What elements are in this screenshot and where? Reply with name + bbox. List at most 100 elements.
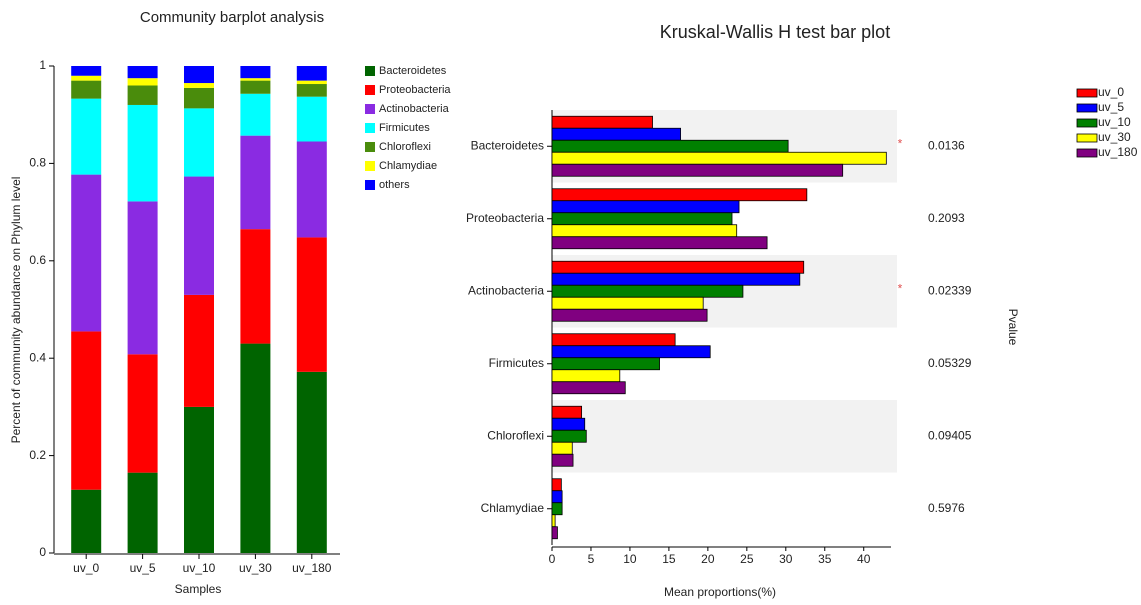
bar-segment <box>184 66 214 84</box>
x-tick-label: uv_0 <box>73 561 99 575</box>
bar-segment <box>71 66 102 76</box>
bar-segment <box>296 84 327 97</box>
bar <box>551 453 574 467</box>
x-tick-label: uv_180 <box>292 561 332 575</box>
bar <box>551 502 563 516</box>
chart-title: Community barplot analysis <box>140 9 324 26</box>
legend-swatch <box>1076 148 1098 158</box>
bar-segment <box>296 96 327 142</box>
bar <box>551 441 573 455</box>
legend-label: uv_180 <box>1098 145 1138 159</box>
bar-segment <box>296 237 327 372</box>
bar <box>551 381 626 395</box>
bar <box>551 151 887 165</box>
y-tick-label: 0 <box>39 545 46 559</box>
legend-label: Bacteroidetes <box>379 65 447 77</box>
bar-segment <box>127 85 158 105</box>
x-tick-label: 30 <box>779 552 793 566</box>
bar <box>551 115 653 129</box>
y-axis-label: Percent of community abundance on Phylum… <box>9 177 23 444</box>
bar <box>551 417 586 431</box>
bar-segment <box>127 66 158 79</box>
p-value: 0.2093 <box>928 211 965 225</box>
x-tick-label: 25 <box>740 552 754 566</box>
legend-swatch <box>365 104 375 114</box>
x-tick-label: uv_10 <box>183 561 216 575</box>
y-tick-label: 1 <box>39 58 46 72</box>
bar-segment <box>240 93 271 136</box>
bar <box>551 514 556 528</box>
legend-swatch <box>365 180 375 190</box>
bar-segment <box>240 66 271 79</box>
legend-swatch <box>1076 133 1098 143</box>
legend-swatch <box>365 142 375 152</box>
legend-swatch <box>365 85 375 95</box>
bar-segment <box>184 294 214 407</box>
legend-swatch <box>365 161 375 171</box>
bar <box>551 224 738 238</box>
bar-segment <box>71 75 102 81</box>
legend-label: uv_0 <box>1098 85 1124 99</box>
bar-segment <box>296 371 327 553</box>
bar-segment <box>240 78 271 81</box>
significance-mark: * <box>898 136 903 150</box>
legend-label: others <box>379 179 410 191</box>
bar-segment <box>240 343 271 553</box>
bar-segment <box>184 176 214 295</box>
legend-label: Proteobacteria <box>379 84 451 96</box>
legend-swatch <box>1076 103 1098 113</box>
y-tick-label: Chloroflexi <box>487 428 544 442</box>
bar <box>551 284 744 298</box>
bar <box>551 139 789 153</box>
x-axis-label: Mean proportions(%) <box>664 585 776 599</box>
x-tick-label: uv_5 <box>130 561 156 575</box>
p-value: 0.5976 <box>928 501 965 515</box>
y-tick-label: 0.6 <box>29 253 46 267</box>
bar-segment <box>296 66 327 81</box>
bar-segment <box>127 354 158 473</box>
y-tick-label: Proteobacteria <box>466 211 544 225</box>
x-tick-label: 40 <box>857 552 871 566</box>
y-tick-label: Actinobacteria <box>468 283 544 297</box>
y-tick-label: 0.4 <box>29 350 46 364</box>
bar <box>551 478 562 492</box>
row-band <box>552 400 897 473</box>
bar <box>551 296 704 310</box>
bar <box>551 260 805 274</box>
bar-segment <box>127 104 158 202</box>
x-tick-label: 20 <box>701 552 715 566</box>
bar-segment <box>184 406 214 553</box>
y-tick-label: Firmicutes <box>489 356 544 370</box>
y-tick-label: 0.2 <box>29 448 46 462</box>
y-tick-label: 0.8 <box>29 156 46 170</box>
legend-swatch <box>365 123 375 133</box>
x-tick-label: 15 <box>662 552 676 566</box>
x-tick-label: 5 <box>588 552 595 566</box>
bar <box>551 490 563 504</box>
bar <box>551 127 681 141</box>
y-tick-label: Bacteroidetes <box>471 138 544 152</box>
p-value: 0.02339 <box>928 283 972 297</box>
bar-segment <box>127 201 158 355</box>
bar <box>551 272 801 286</box>
legend-label: uv_30 <box>1098 130 1131 144</box>
legend-swatch <box>365 66 375 76</box>
bar-segment <box>240 229 271 344</box>
significance-mark: * <box>898 281 903 295</box>
bar-segment <box>127 78 158 86</box>
bar-segment <box>71 98 102 175</box>
bar <box>551 405 583 419</box>
bar <box>551 369 621 383</box>
bar <box>551 357 660 371</box>
bar <box>551 526 558 540</box>
bar-segment <box>71 174 102 332</box>
bar <box>551 236 768 250</box>
bar-segment <box>184 87 214 109</box>
x-axis-label: Samples <box>175 582 222 596</box>
p-value: 0.0136 <box>928 138 965 152</box>
legend-swatch <box>1076 88 1098 98</box>
bar <box>551 429 587 443</box>
bar <box>551 163 844 177</box>
bar <box>551 345 711 359</box>
